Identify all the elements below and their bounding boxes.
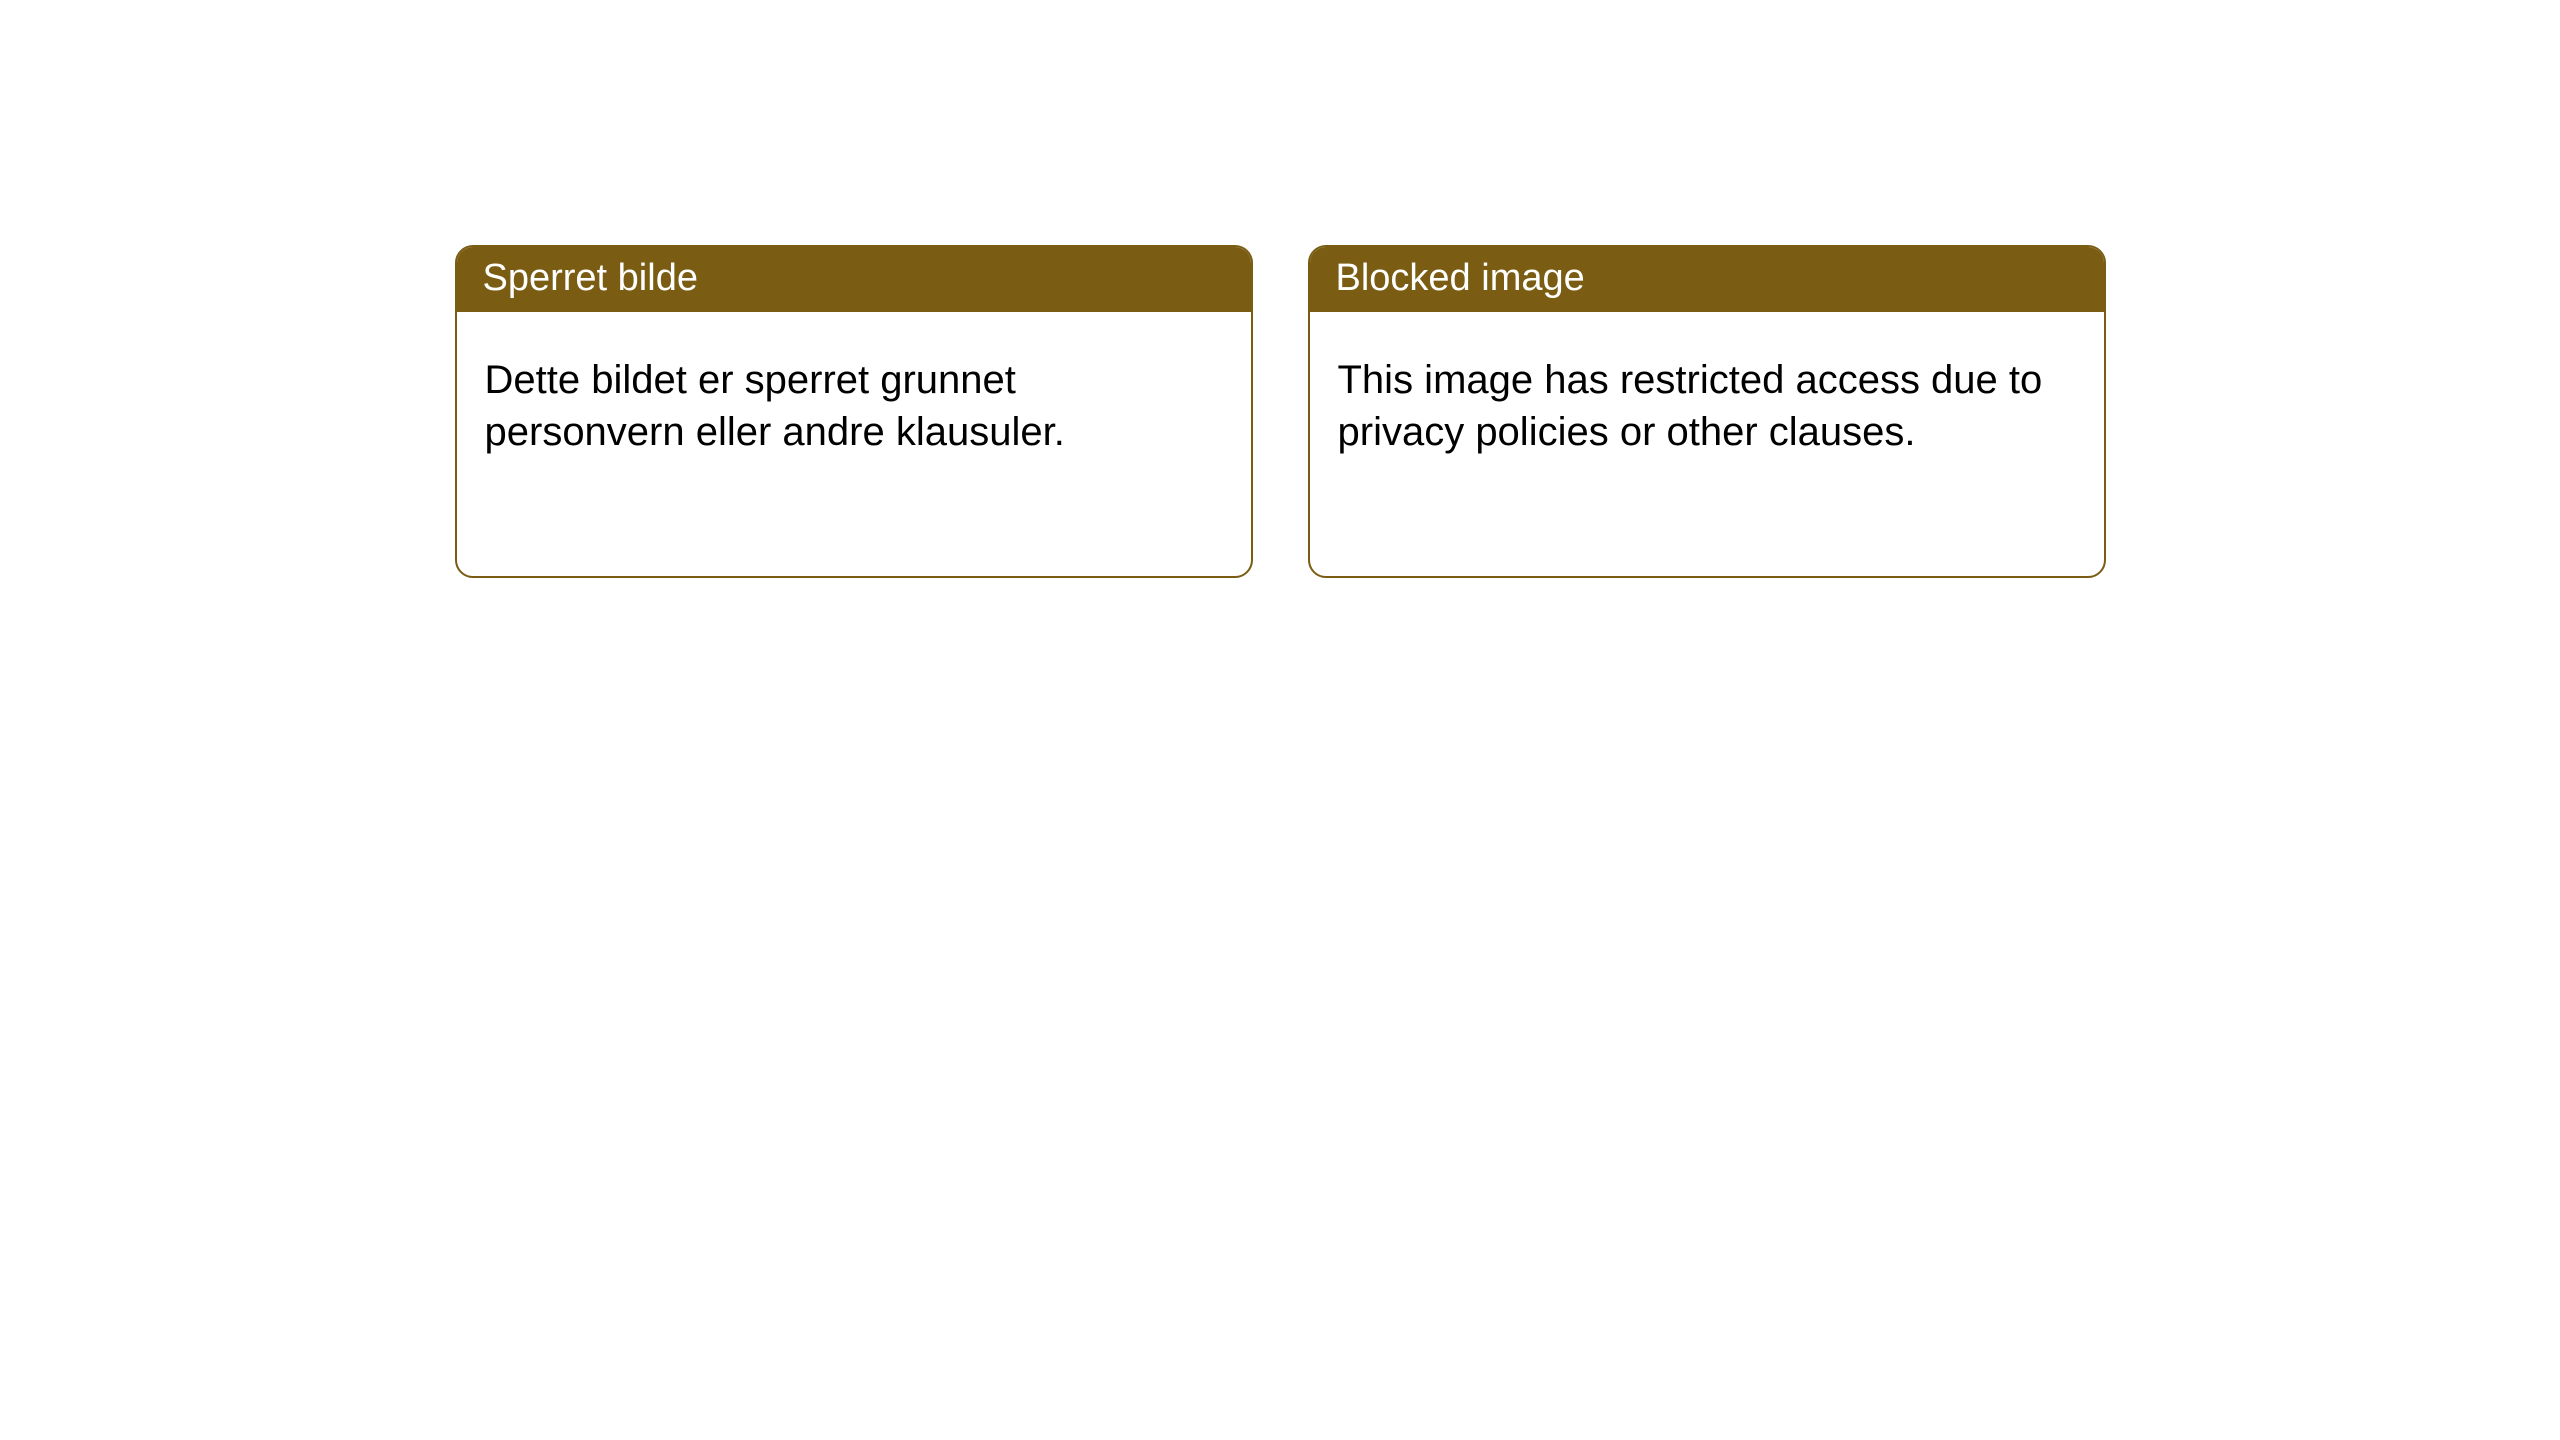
notice-body: This image has restricted access due to … — [1310, 312, 2104, 486]
notice-body-text: This image has restricted access due to … — [1338, 358, 2043, 454]
notice-box-english: Blocked image This image has restricted … — [1308, 245, 2106, 578]
notice-body: Dette bildet er sperret grunnet personve… — [457, 312, 1251, 486]
notice-header: Sperret bilde — [457, 247, 1251, 312]
notice-title: Sperret bilde — [483, 257, 698, 299]
notice-box-norwegian: Sperret bilde Dette bildet er sperret gr… — [455, 245, 1253, 578]
notice-header: Blocked image — [1310, 247, 2104, 312]
notice-title: Blocked image — [1336, 257, 1585, 299]
notice-body-text: Dette bildet er sperret grunnet personve… — [485, 358, 1065, 454]
notice-container: Sperret bilde Dette bildet er sperret gr… — [455, 245, 2106, 1440]
